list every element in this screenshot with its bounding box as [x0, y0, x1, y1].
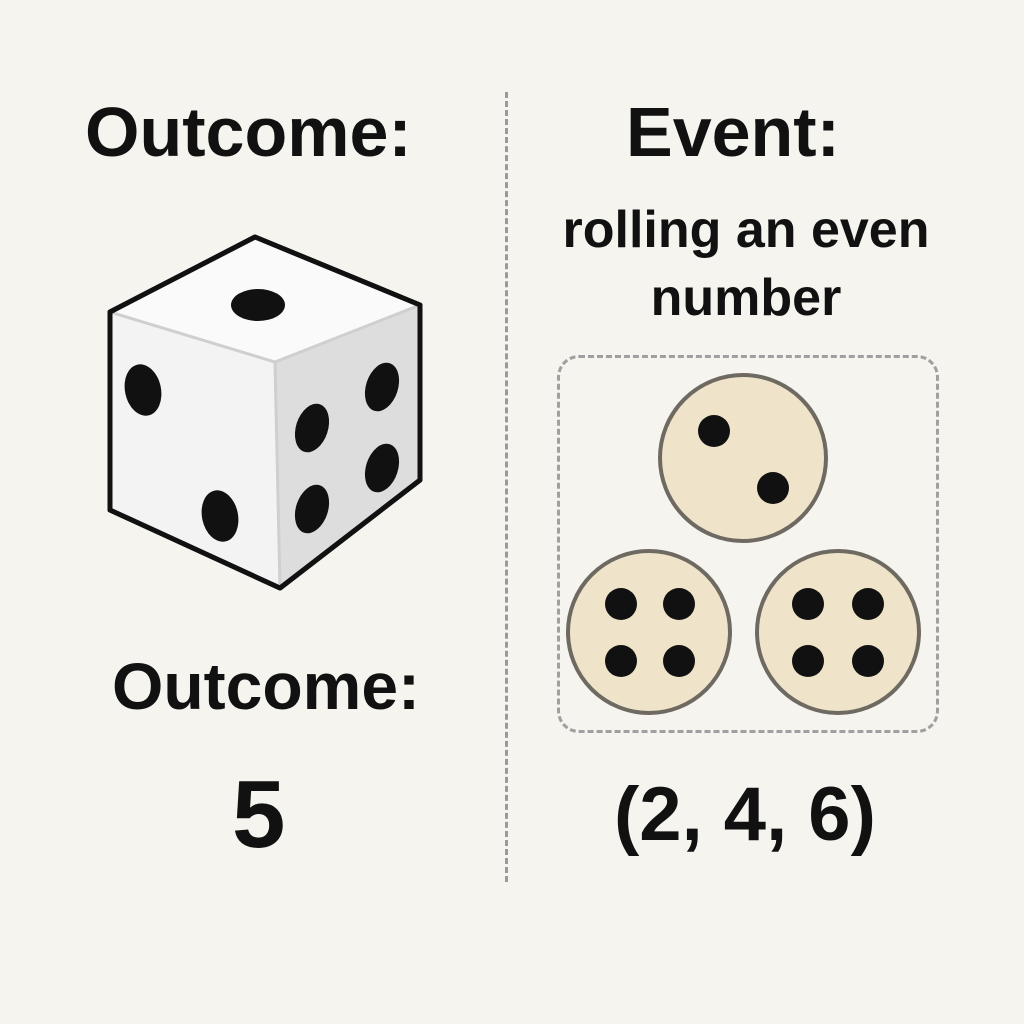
- outcome-caption: Outcome:: [112, 649, 421, 723]
- die-face-four-icon: [755, 549, 921, 715]
- event-title: Event:: [626, 93, 840, 171]
- die-face-four-icon: [566, 549, 732, 715]
- event-description: rolling an even number: [562, 201, 930, 327]
- outcome-value: 5: [232, 761, 286, 868]
- event-set-box: [557, 355, 939, 733]
- die-face-two-icon: [658, 373, 828, 543]
- outcome-title: Outcome:: [85, 93, 412, 171]
- column-divider: [505, 92, 508, 882]
- event-set: (2, 4, 6): [614, 772, 876, 857]
